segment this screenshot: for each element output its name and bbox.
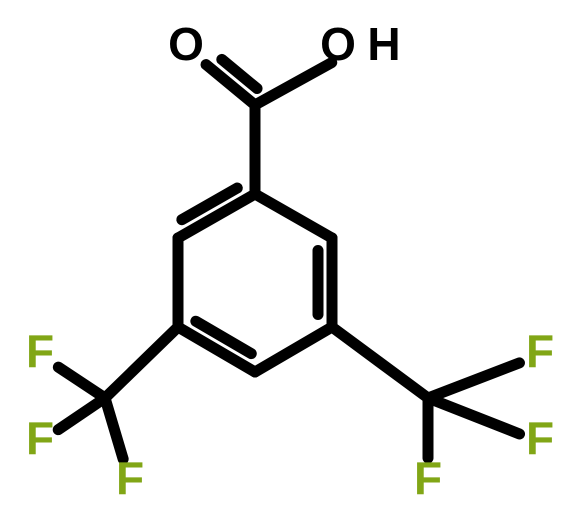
bond-layer	[58, 59, 519, 459]
atom-label-F: F	[26, 325, 54, 377]
atom-label-O: O	[320, 18, 356, 70]
atom-label-H: H	[367, 18, 400, 70]
atom-label-F: F	[526, 325, 554, 377]
atom-label-F: F	[526, 412, 554, 464]
molecule-diagram: OOHFFFFFF	[0, 0, 583, 523]
atom-label-F: F	[26, 412, 54, 464]
atom-label-F: F	[116, 452, 144, 504]
atom-label-O: O	[168, 18, 204, 70]
atom-label-F: F	[414, 452, 442, 504]
